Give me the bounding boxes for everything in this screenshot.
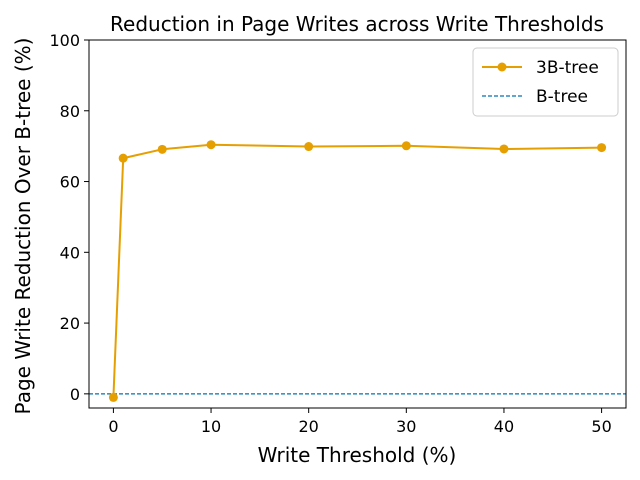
data-point-3btree	[401, 141, 411, 151]
chart-title: Reduction in Page Writes across Write Th…	[110, 12, 604, 36]
data-point-3btree	[157, 144, 167, 154]
y-tick-label: 80	[60, 102, 80, 121]
x-tick-label: 50	[591, 417, 611, 436]
y-tick-label: 40	[60, 243, 80, 262]
y-tick-label: 0	[70, 385, 80, 404]
legend-label-btree: B-tree	[536, 87, 588, 107]
x-tick-label: 0	[108, 417, 118, 436]
plot-frame	[88, 39, 627, 409]
data-point-3btree	[597, 143, 607, 153]
x-tick-label: 10	[201, 417, 221, 436]
legend-label-3btree: 3B-tree	[536, 58, 599, 78]
data-point-3btree	[108, 392, 118, 402]
x-tick-label: 30	[396, 417, 416, 436]
legend-marker-3btree	[497, 62, 507, 72]
y-tick-label: 60	[60, 173, 80, 192]
x-axis-label: Write Threshold (%)	[258, 443, 457, 467]
y-axis-label: Page Write Reduction Over B-tree (%)	[11, 38, 35, 415]
series-line-3btree	[112, 143, 602, 398]
y-tick-label: 20	[60, 314, 80, 333]
x-tick-label: 40	[494, 417, 514, 436]
data-point-3btree	[206, 140, 216, 150]
y-tick-label: 100	[49, 31, 80, 50]
data-point-3btree	[118, 153, 128, 163]
x-tick-label: 20	[299, 417, 319, 436]
legend-box	[472, 47, 619, 117]
legend: 3B-tree B-tree	[472, 47, 619, 117]
data-point-3btree	[499, 144, 509, 154]
data-point-3btree	[304, 142, 314, 152]
